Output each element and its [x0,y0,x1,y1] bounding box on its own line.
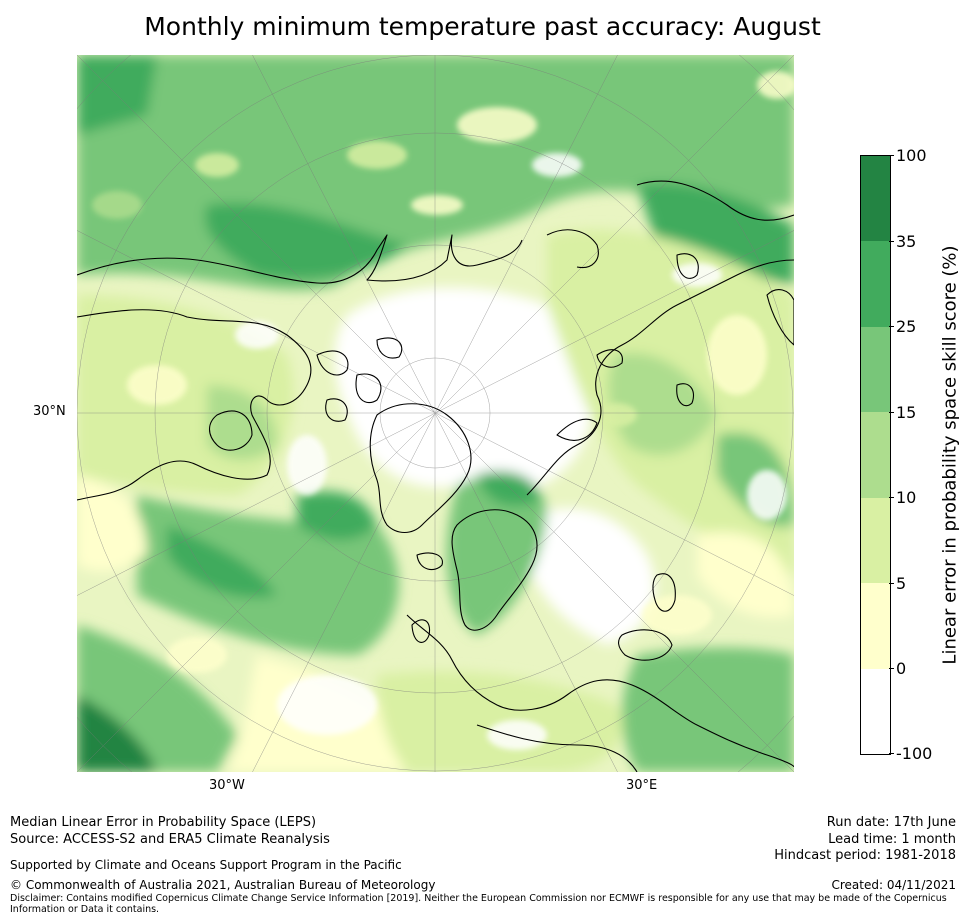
field-bottom-right [622,647,794,772]
colorbar-tick-10: 10 [896,488,917,507]
colorbar-tick-0: 0 [896,659,907,678]
map-canvas [77,55,794,772]
colorbar-tick-25: 25 [896,317,917,336]
coast-kamchatka [766,289,794,346]
coast-britain [411,619,431,643]
coast-archipelago-3 [325,398,348,422]
coast-japan [676,253,699,279]
field-bottom-left-dark [77,695,157,772]
coast-russia [526,259,794,496]
coast-black-sea [618,629,673,661]
colorbar-tick-neg100: -100 [896,744,933,763]
colorbar-bin-neg100-0 [861,669,890,754]
footer-hindcast: Hindcast period: 1981-2018 [774,848,956,863]
coast-novaya-zemlya [556,418,598,441]
footer-disclaimer-2: Information or Data it contains. [10,904,160,915]
chart-title: Monthly minimum temperature past accurac… [144,12,821,41]
coast-mediterranean [476,724,638,772]
coast-archipelago-2 [355,373,382,404]
footer-method: Median Linear Error in Probability Space… [10,815,317,830]
field-mediterranean [377,671,623,772]
skill-map [76,54,795,773]
colorbar-bin-15-25 [861,327,890,412]
lat-label-30n: 30°N [33,404,66,419]
coast-archipelago-4 [376,337,403,359]
colorbar-title: Linear error in probability space skill … [939,245,961,665]
field-atlantic-dark [167,525,277,598]
coast-canada [77,309,312,501]
colorbar-tick-100: 100 [896,146,927,165]
colorbar-bin-35-100 [861,156,890,241]
coast-scandinavia [451,509,538,631]
footer-run-date: Run date: 17th June [826,815,956,830]
colorbar-bin-10-15 [861,412,890,498]
colorbar-bin-0-5 [861,583,890,669]
field-greenland-sea [297,491,377,540]
colorbar-tick-15: 15 [896,403,917,422]
field-bottom-right-pale [697,531,794,618]
coast-hudson [208,410,253,451]
colorbar-tick-5: 5 [896,574,907,593]
colorbar [860,155,891,755]
footer-created: Created: 04/11/2021 [831,878,956,892]
coast-baikal [676,383,695,407]
colorbar-bin-25-35 [861,241,890,327]
footer-copyright: © Commonwealth of Australia 2021, Austra… [10,878,436,892]
field-russia-white [517,508,655,645]
field-barents [477,471,542,506]
footer-disclaimer-1: Disclaimer: Contains modified Copernicus… [10,893,947,904]
field-arctic [334,287,594,495]
coast-europe [406,614,794,768]
footer-support: Supported by Climate and Oceans Support … [10,858,402,872]
coast-severnaya [596,349,623,368]
coast-archipelago-1 [316,350,349,376]
coast-iceland [416,552,443,571]
coast-chukotka [546,229,599,269]
lon-label-30e: 30°E [626,778,658,793]
field-hudson [207,385,277,460]
coast-greenland [369,403,472,534]
coast-alaska [77,234,523,284]
colorbar-bin-5-10 [861,498,890,583]
field-bering [637,183,794,285]
colorbar-tick-35: 35 [896,232,917,251]
field-left-white [77,475,147,572]
skill-speckles [92,71,794,750]
graticule [77,55,794,772]
coast-siberia-east [636,180,794,221]
footer-lead-time: Lead time: 1 month [828,832,956,847]
coastlines [77,180,794,772]
field-siberia-green [608,353,717,455]
coast-caspian [652,573,676,612]
lon-label-30w: 30°W [209,778,245,793]
footer-source: Source: ACCESS-S2 and ERA5 Climate Reana… [10,832,330,847]
